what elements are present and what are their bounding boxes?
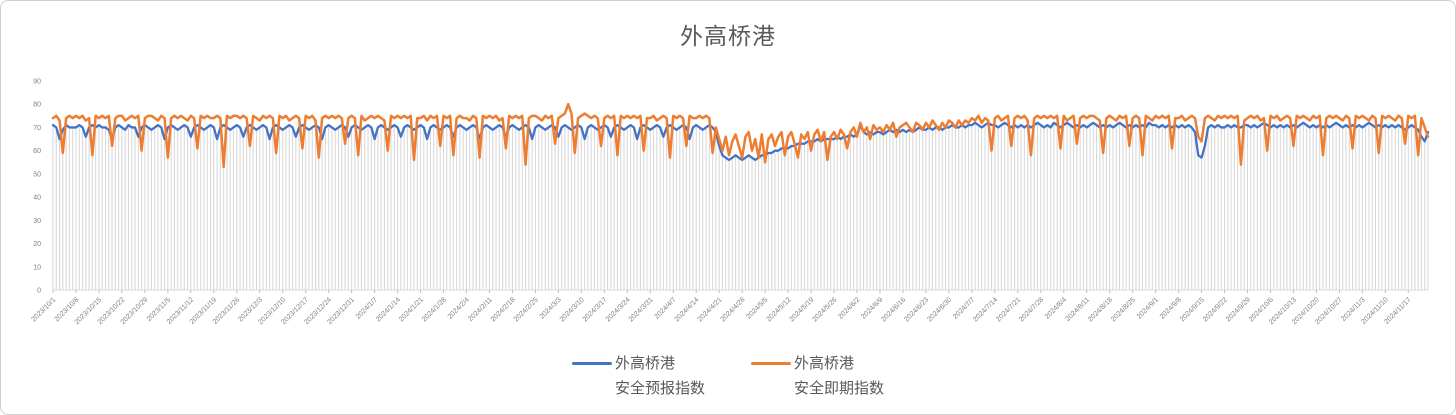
x-tick-label: 2024/5/26 xyxy=(811,296,838,323)
spot-line-swatch xyxy=(751,362,791,365)
legend-item-spot: 外高桥港 安全即期指数 xyxy=(751,351,884,401)
x-axis-labels: 2023/10/12023/10/82023/10/152023/10/2220… xyxy=(30,290,1413,326)
y-tick-label: 30 xyxy=(33,218,41,225)
y-tick-label: 60 xyxy=(33,148,41,155)
y-tick-label: 10 xyxy=(33,264,41,271)
forecast-line xyxy=(51,121,1430,162)
x-tick-label: 2024/3/31 xyxy=(628,296,655,323)
legend-forecast-line1: 外高桥港 xyxy=(614,355,675,372)
legend-text-forecast: 外高桥港 安全预报指数 xyxy=(615,351,705,401)
x-tick-label: 2024/9/1 xyxy=(1136,296,1160,320)
y-tick-label: 80 xyxy=(33,102,41,109)
x-tick-label: 2024/2/25 xyxy=(513,296,540,323)
y-axis-labels: 0 10 20 30 40 50 60 70 80 90 xyxy=(33,79,41,295)
y-tick-label: 70 xyxy=(33,125,41,132)
y-tick-label: 20 xyxy=(33,241,41,248)
forecast-line-swatch xyxy=(571,362,612,365)
chart-legend: 外高桥港 安全预报指数 外高桥港 安全即期指数 xyxy=(1,351,1455,401)
x-tick-label: 2024/7/28 xyxy=(1018,296,1045,323)
legend-text-spot: 外高桥港 安全即期指数 xyxy=(794,351,884,401)
x-tick-label: 2024/1/28 xyxy=(421,296,448,323)
legend-spot-line1: 外高桥港 xyxy=(794,355,855,372)
y-tick-label: 40 xyxy=(33,195,41,202)
legend-item-forecast: 外高桥港 安全预报指数 xyxy=(571,351,705,401)
dropline-group xyxy=(52,122,1429,290)
y-tick-label: 0 xyxy=(37,288,41,295)
x-tick-label: 2024/4/28 xyxy=(720,296,747,323)
y-tick-label: 50 xyxy=(33,171,41,178)
y-tick-label: 90 xyxy=(33,79,41,86)
legend-forecast-line2: 安全预报指数 xyxy=(614,380,705,397)
x-tick-label: 2024/8/25 xyxy=(1110,296,1137,323)
x-tick-label: 2024/6/30 xyxy=(926,296,953,323)
spot-line xyxy=(51,102,1430,169)
chart-title: 外高桥港 xyxy=(680,23,776,49)
chart-plot-area: 2023/10/12023/10/82023/10/152023/10/2220… xyxy=(30,79,1430,326)
legend-spot-line2: 安全即期指数 xyxy=(794,380,885,397)
x-tick-label: 2024/6/2 xyxy=(837,296,861,320)
